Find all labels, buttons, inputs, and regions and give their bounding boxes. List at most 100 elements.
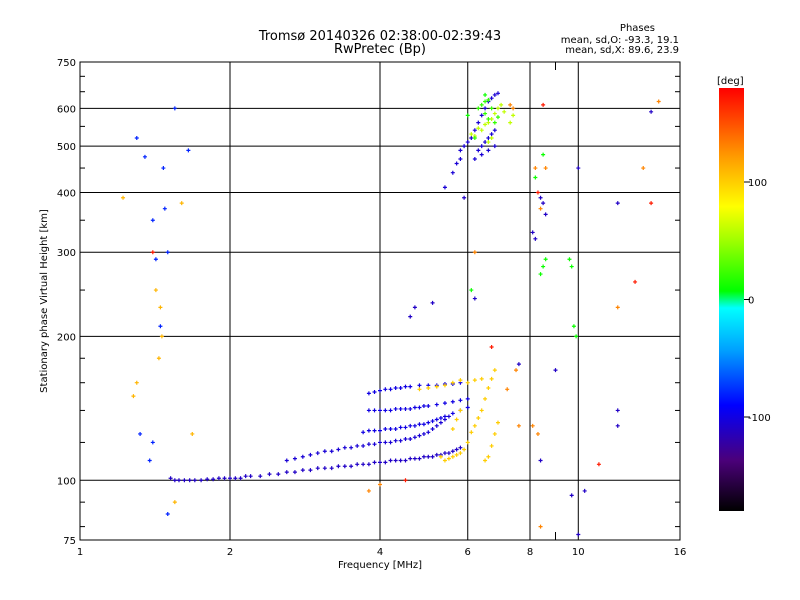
- data-point: [398, 406, 403, 411]
- data-point: [388, 440, 393, 445]
- data-point: [511, 113, 516, 118]
- data-point: [216, 476, 221, 481]
- data-point: [366, 442, 371, 447]
- y-tick-label: 100: [57, 476, 76, 487]
- data-point: [372, 408, 377, 413]
- data-point: [465, 140, 470, 145]
- data-point: [372, 389, 377, 394]
- data-point: [567, 257, 572, 262]
- data-point: [378, 482, 382, 487]
- data-point: [450, 170, 455, 175]
- data-point: [172, 478, 177, 483]
- data-point: [412, 405, 417, 410]
- data-point: [378, 440, 382, 445]
- data-point: [596, 462, 601, 467]
- data-point: [438, 420, 443, 425]
- data-point: [438, 454, 443, 459]
- data-point: [292, 456, 297, 461]
- data-point: [426, 385, 431, 390]
- data-point: [476, 126, 481, 131]
- data-point: [458, 408, 463, 413]
- x-axis-label: Frequency [MHz]: [338, 560, 422, 571]
- data-point: [355, 443, 360, 448]
- data-point: [258, 474, 263, 479]
- data-point: [492, 368, 497, 373]
- data-point: [192, 478, 197, 483]
- data-point: [465, 113, 470, 118]
- data-point: [479, 152, 484, 157]
- data-point: [492, 111, 497, 116]
- data-point: [393, 385, 398, 390]
- data-point: [495, 115, 500, 120]
- data-point: [434, 402, 439, 407]
- data-point: [533, 236, 538, 241]
- data-point: [161, 166, 166, 171]
- data-point: [205, 477, 210, 482]
- data-point: [489, 345, 494, 350]
- data-point: [276, 472, 281, 477]
- data-point: [172, 106, 177, 111]
- data-point: [442, 414, 447, 419]
- data-point: [336, 464, 341, 469]
- data-point: [378, 388, 382, 393]
- data-point: [469, 136, 474, 141]
- data-point: [476, 415, 481, 420]
- data-point: [383, 387, 388, 392]
- data-point: [516, 423, 521, 428]
- data-point: [615, 408, 620, 413]
- data-point: [284, 470, 289, 475]
- data-point: [403, 436, 408, 441]
- data-point: [378, 428, 382, 433]
- y-axis-ticks: 75 100 200 300 400 500 600 750: [57, 58, 680, 547]
- data-point: [438, 415, 443, 420]
- data-point: [442, 185, 447, 190]
- data-point: [248, 474, 253, 479]
- data-point: [388, 427, 393, 432]
- data-point: [134, 136, 139, 141]
- data-point: [366, 428, 371, 433]
- x-tick-label: 8: [527, 547, 533, 558]
- data-point: [300, 468, 305, 473]
- data-point: [434, 452, 439, 457]
- data-point: [472, 128, 477, 133]
- data-point: [421, 431, 426, 436]
- y-tick-label: 400: [57, 188, 76, 199]
- data-point: [383, 440, 388, 445]
- data-point: [553, 368, 558, 373]
- data-point: [412, 305, 417, 310]
- data-point: [533, 166, 538, 171]
- data-point: [430, 427, 435, 432]
- data-point: [476, 148, 481, 153]
- data-point: [421, 454, 426, 459]
- data-point: [355, 462, 360, 467]
- data-point: [615, 201, 620, 206]
- data-point: [502, 109, 507, 114]
- data-point: [450, 411, 455, 416]
- stats-x: mean, sd,X: 89.6, 23.9: [565, 45, 679, 56]
- data-point: [486, 116, 491, 121]
- data-point: [417, 405, 422, 410]
- stats-o: mean, sd,O: -93.3, 19.1: [561, 35, 679, 46]
- data-point: [483, 458, 488, 463]
- data-point: [372, 460, 377, 465]
- data-point: [535, 431, 540, 436]
- data-point: [228, 476, 232, 481]
- data-point: [176, 478, 181, 483]
- data-point: [150, 250, 155, 255]
- data-point: [483, 122, 488, 127]
- data-point: [412, 423, 417, 428]
- data-point: [483, 111, 488, 116]
- chart-subtitle: RwPretec (Bp): [334, 42, 426, 57]
- data-point: [454, 452, 459, 457]
- data-point: [366, 488, 371, 493]
- data-point: [315, 451, 320, 456]
- data-point: [366, 462, 371, 467]
- data-point: [150, 440, 155, 445]
- data-point: [450, 449, 455, 454]
- x-tick-label: 4: [377, 547, 383, 558]
- data-point: [535, 190, 540, 195]
- data-point: [179, 201, 184, 206]
- data-point: [514, 368, 519, 373]
- data-point: [543, 257, 548, 262]
